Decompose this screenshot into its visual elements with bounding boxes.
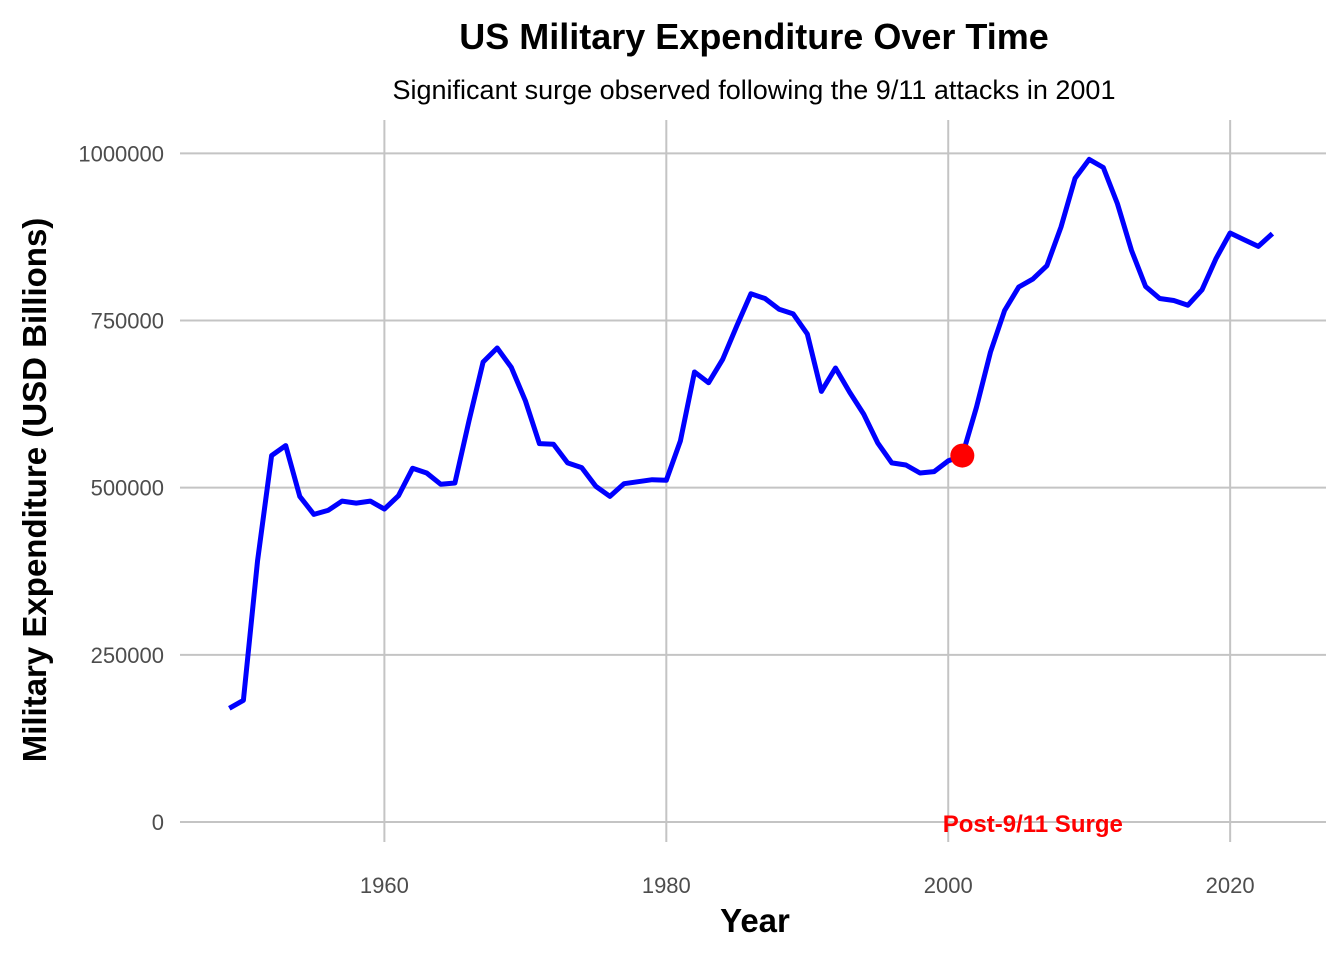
series-line	[228, 156, 1275, 711]
gridlines	[180, 120, 1326, 842]
chart-title: US Military Expenditure Over Time	[459, 16, 1049, 57]
y-tick-label: 1000000	[78, 141, 164, 166]
y-tick-label: 250000	[91, 643, 164, 668]
highlight-point	[950, 443, 975, 468]
y-tick-label: 500000	[91, 476, 164, 501]
x-tick-label: 1960	[360, 873, 409, 898]
y-tick-label: 0	[152, 810, 164, 835]
x-tick-label: 2000	[924, 873, 973, 898]
y-axis-title: Military Expenditure (USD Billions)	[16, 218, 53, 763]
x-axis-title: Year	[720, 902, 790, 939]
series-layer: Post-9/11 Surge	[228, 156, 1275, 838]
x-tick-label: 2020	[1206, 873, 1255, 898]
x-tick-label: 1980	[642, 873, 691, 898]
tick-labels: 0 250000 500000 750000 1000000 1960 1980 2000 20…	[78, 141, 1254, 898]
annotation-label: Post-9/11 Surge	[943, 811, 1123, 838]
chart-subtitle: Significant surge observed following the…	[393, 75, 1116, 105]
y-tick-label: 750000	[91, 309, 164, 334]
